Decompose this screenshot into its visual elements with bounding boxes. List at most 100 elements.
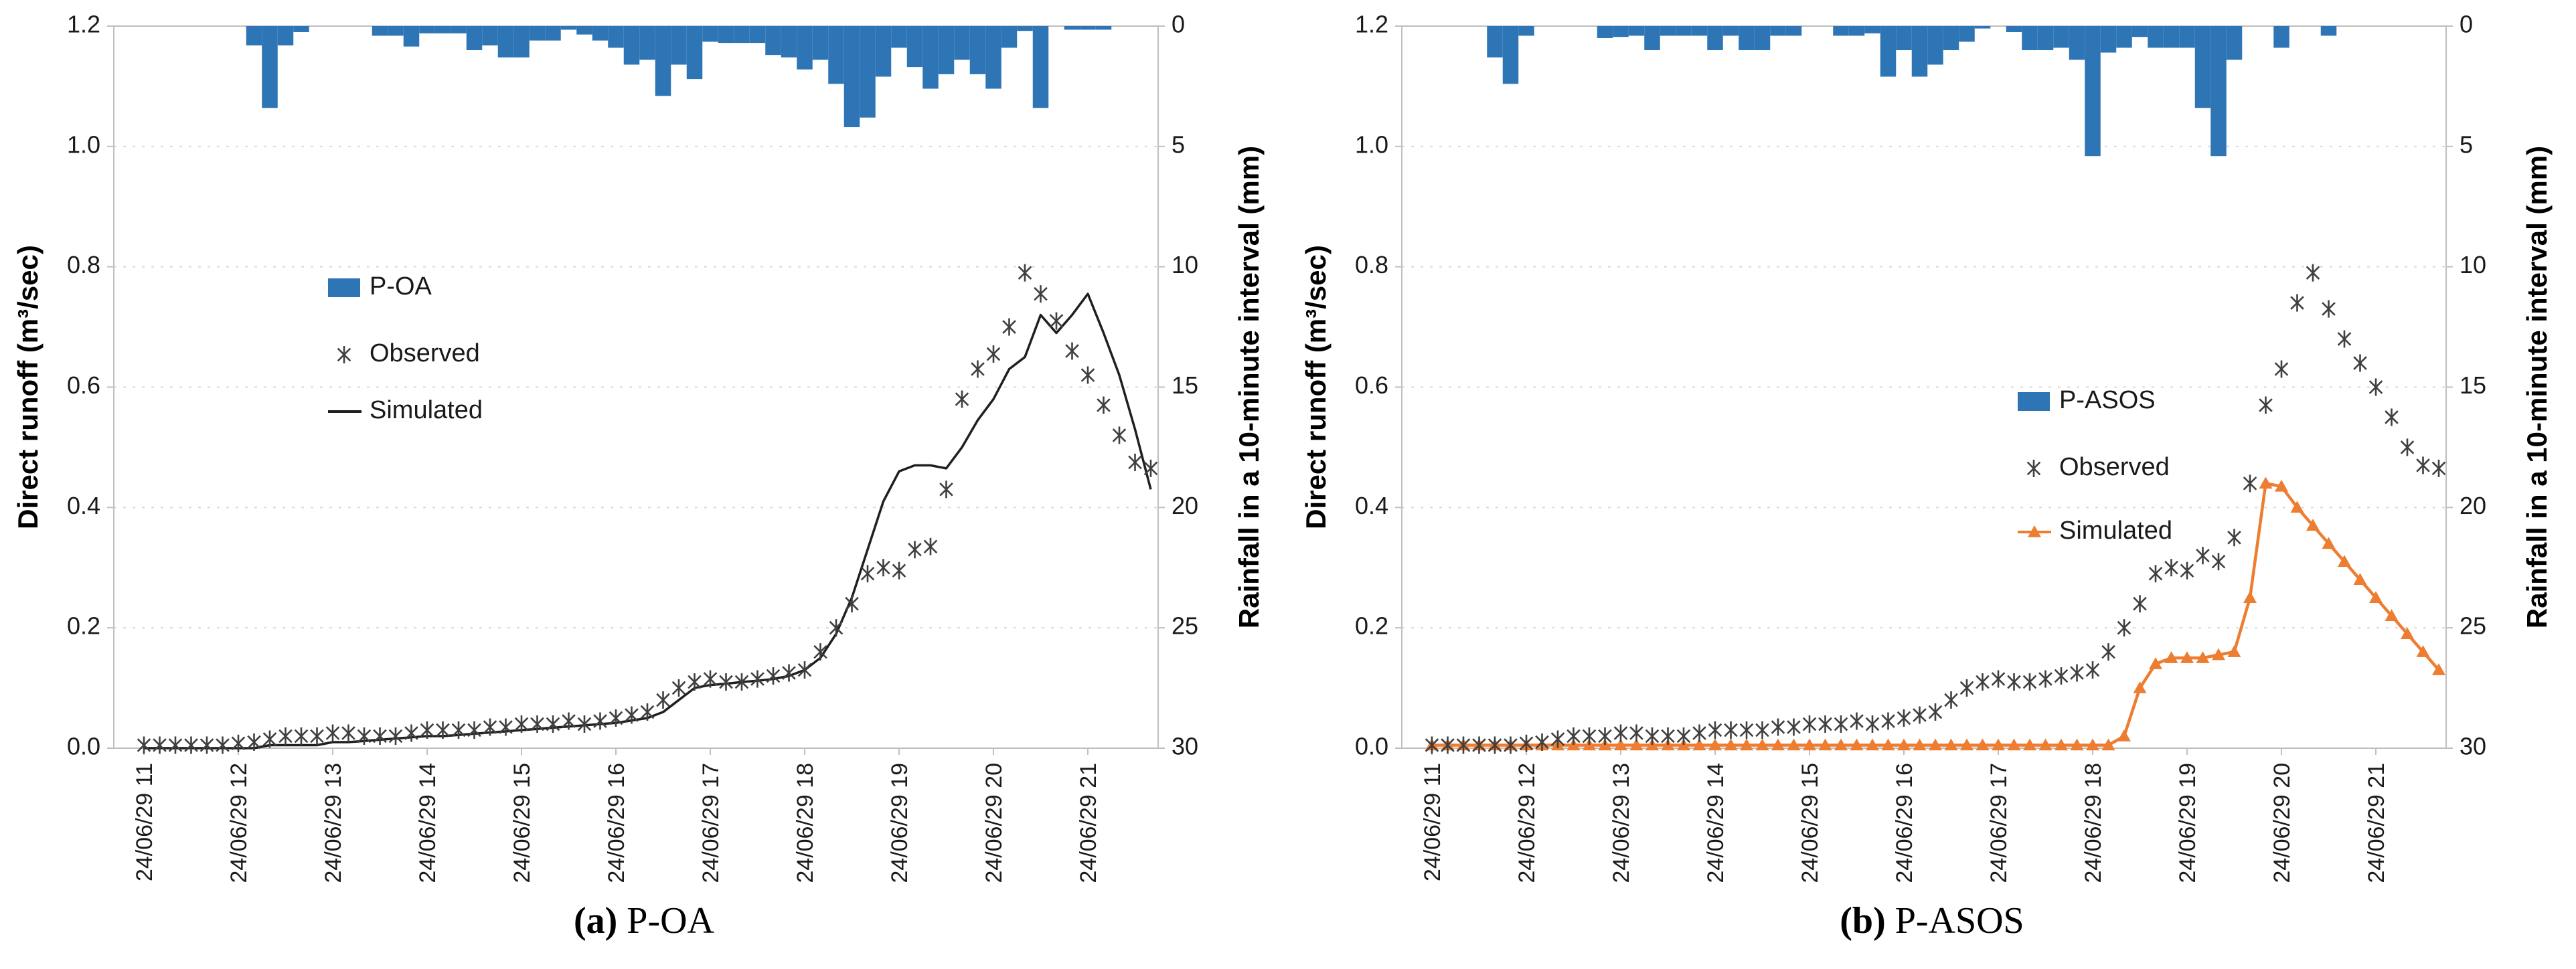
simulated-triangle-marker — [1787, 738, 1801, 751]
chart-panel-p-asos: 0.0 0.2 0.4 0.6 0.8 1.0 1.2 0 5 10 15 20 25 30 24/06/2… — [1288, 0, 2576, 969]
rainfall-bar — [372, 26, 388, 36]
simulated-triangle-marker — [2259, 476, 2273, 489]
rainfall-bar — [954, 26, 970, 60]
rainfall-bar — [906, 26, 923, 68]
x-axis-tick-label: 24/06/29 18 — [793, 763, 818, 883]
observed-series — [137, 264, 1158, 754]
rainfall-bar — [797, 26, 813, 70]
rainfall-bar — [1691, 26, 1708, 36]
rainfall-bar — [2006, 26, 2022, 32]
rainfall-bar — [1628, 26, 1645, 36]
rainfall-bar — [969, 26, 986, 74]
rainfall-bar — [1613, 26, 1629, 37]
simulated-triangle-marker — [1692, 738, 1706, 751]
simulated-triangle-marker — [1850, 738, 1864, 751]
rainfall-bar — [671, 26, 687, 65]
rainfall-bar — [2210, 26, 2227, 157]
x-axis-tick-label: 24/06/29 17 — [1986, 763, 2012, 883]
simulated-triangle-marker — [1629, 738, 1643, 751]
rainfall-bar — [655, 26, 671, 96]
right-axis-tick-label: 5 — [1172, 130, 1185, 158]
simulated-triangle-marker — [1897, 738, 1911, 751]
rainfall-bar — [1676, 26, 1692, 36]
right-axis-tick-label: 5 — [2460, 130, 2473, 158]
simulated-triangle-marker — [2212, 648, 2225, 660]
observed-series — [1425, 264, 2446, 754]
rainfall-bar — [1032, 26, 1049, 108]
x-axis-tick-label: 24/06/29 14 — [1703, 763, 1728, 883]
right-axis-tick-label: 20 — [2460, 492, 2486, 519]
x-axis-tick-label: 24/06/29 21 — [2364, 763, 2389, 883]
rainfall-bar — [513, 26, 530, 58]
rainfall-bar — [1974, 26, 1991, 29]
simulated-triangle-marker — [2290, 501, 2304, 513]
right-axis-tick-label: 15 — [2460, 371, 2486, 399]
x-axis-tick-label: 24/06/29 20 — [981, 763, 1007, 883]
rainfall-bar — [529, 26, 546, 41]
rainfall-bar — [1597, 26, 1613, 38]
rainfall-bar — [1080, 26, 1096, 30]
rainfall-bar — [246, 26, 262, 46]
rainfall-bar — [2163, 26, 2180, 48]
left-axis-tick-label: 0.2 — [67, 612, 100, 640]
rainfall-bar — [828, 26, 844, 84]
rainfall-bar — [388, 26, 404, 36]
rainfall-bar — [734, 26, 750, 43]
legend: P-ASOS Observed Simulated — [2018, 386, 2172, 545]
rainfall-bar — [2037, 26, 2054, 50]
rainfall-bar — [2179, 26, 2195, 48]
rainfall-bar — [451, 26, 467, 33]
simulated-triangle-marker — [2338, 555, 2351, 567]
caption-b-prefix: (b) — [1840, 900, 1886, 942]
right-axis-tick-label: 0 — [2460, 11, 2473, 38]
caption-b-label: P-ASOS — [1895, 900, 2024, 942]
rainfall-bar — [1739, 26, 1755, 50]
simulated-triangle-marker — [2432, 663, 2445, 675]
x-axis-tick-label: 24/06/29 11 — [1420, 763, 1445, 881]
simulated-triangle-marker — [1944, 738, 1958, 751]
rainfall-bar — [1001, 26, 1018, 48]
x-axis-tick-label: 24/06/29 19 — [887, 763, 912, 883]
rainfall-bar — [2069, 26, 2085, 60]
rainfall-bar — [623, 26, 640, 65]
x-axis-tick-label: 24/06/29 16 — [1892, 763, 1917, 883]
rainfall-bar — [2053, 26, 2069, 48]
rainfall-bar — [718, 26, 734, 43]
plot-area: 0.0 0.2 0.4 0.6 0.8 1.0 1.2 0 5 10 15 20 25 30 24/06/2… — [1300, 11, 2553, 883]
simulated-triangle-marker — [2055, 738, 2068, 751]
rainfall-bar — [1754, 26, 1771, 50]
rainfall-bar — [985, 26, 1001, 89]
left-axis-tick-label: 1.2 — [1355, 11, 1388, 38]
rainfall-bar — [686, 26, 703, 80]
simulated-triangle-marker — [1881, 738, 1895, 751]
rainfall-bar — [1927, 26, 1943, 65]
simulated-triangle-marker — [2243, 591, 2257, 604]
left-axis-tick-label: 1.2 — [67, 11, 100, 38]
rainfall-bar — [560, 26, 577, 30]
rainfall-bar — [1518, 26, 1534, 36]
simulated-triangle-marker — [2007, 738, 2021, 751]
rainfall-bar — [466, 26, 483, 50]
legend-label: Simulated — [2059, 517, 2172, 545]
simulated-triangle-marker — [2385, 609, 2399, 621]
rainfall-bars — [246, 26, 1112, 128]
rainfall-bar — [262, 26, 278, 108]
rainfall-bar — [1833, 26, 1849, 36]
x-axis-tick-label: 24/06/29 19 — [2175, 763, 2200, 883]
rainfall-bar — [2100, 26, 2117, 53]
simulated-triangle-marker — [2028, 525, 2041, 537]
left-axis-tick-label: 1.0 — [1355, 130, 1388, 158]
x-axis-tick-label: 24/06/29 14 — [415, 763, 440, 883]
rainfall-bar — [576, 26, 592, 35]
rainfall-bar — [891, 26, 907, 48]
rainfall-bar — [875, 26, 892, 77]
right-axis-tick-label: 25 — [2460, 612, 2486, 640]
legend-bar-swatch — [2018, 392, 2050, 411]
left-axis-tick-label: 0.8 — [1355, 251, 1388, 278]
simulated-triangle-marker — [1755, 738, 1769, 751]
right-axis-tick-label: 30 — [1172, 733, 1198, 760]
simulated-triangle-marker — [2086, 738, 2099, 751]
left-axis-tick-label: 0.6 — [1355, 371, 1388, 399]
simulated-triangle-marker — [1803, 738, 1816, 751]
rainfall-bar — [1943, 26, 1959, 50]
